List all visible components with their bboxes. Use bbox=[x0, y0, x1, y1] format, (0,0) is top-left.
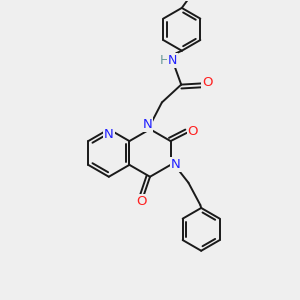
Text: H: H bbox=[159, 54, 169, 67]
Text: N: N bbox=[104, 128, 114, 141]
Text: O: O bbox=[202, 76, 213, 89]
Text: N: N bbox=[171, 158, 181, 171]
Text: O: O bbox=[136, 195, 146, 208]
Text: N: N bbox=[143, 118, 152, 130]
Text: O: O bbox=[188, 125, 198, 138]
Text: N: N bbox=[168, 54, 178, 67]
